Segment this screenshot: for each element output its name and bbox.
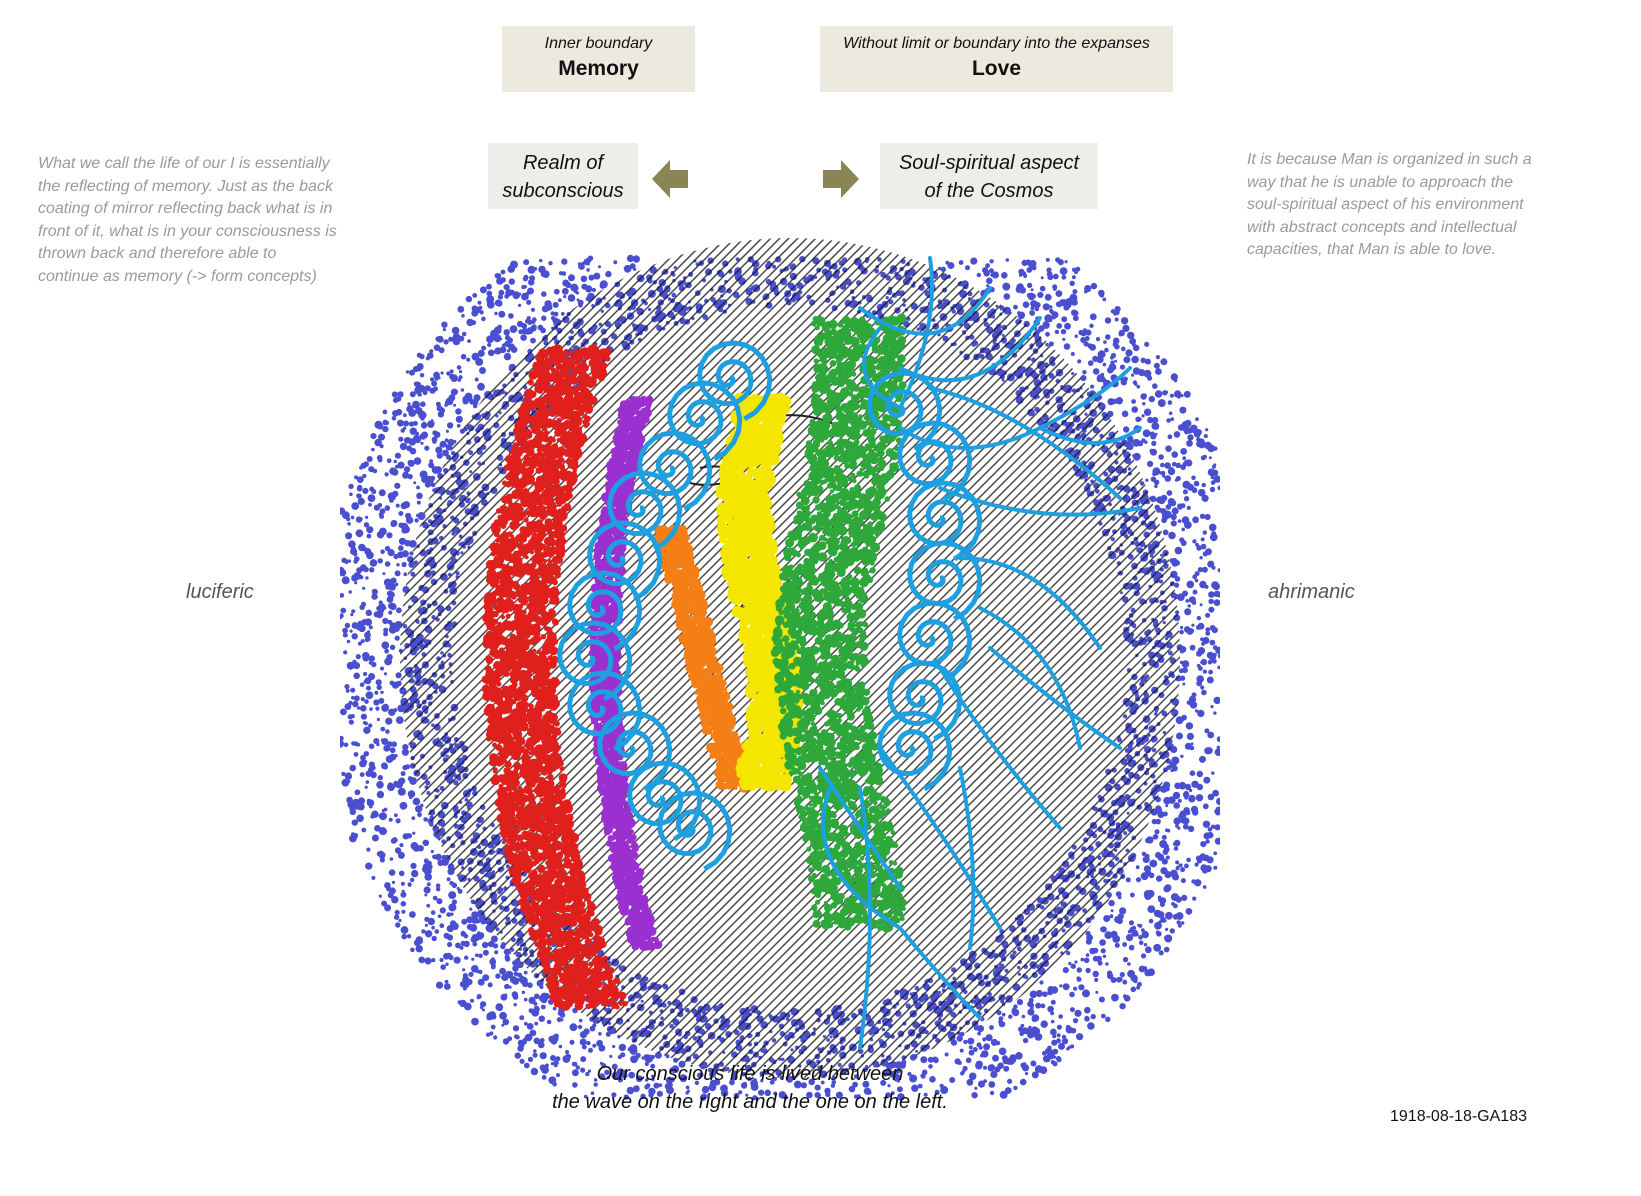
drawing — [340, 238, 1220, 1101]
left-note-line: the reflecting of memory. Just as the ba… — [38, 177, 333, 195]
right-side-note: It is because Man is organized in such a… — [1247, 149, 1577, 262]
subconscious-line1: Realm of — [522, 152, 604, 174]
left-note-line: coating of mirror reflecting back what i… — [38, 200, 333, 217]
cosmos-line1: Soul-spiritual aspect — [898, 152, 1080, 174]
caption: Our conscious life is lived between the … — [500, 1060, 1000, 1116]
love-box: Without limit or boundary into the expan… — [820, 26, 1173, 92]
memory-subtitle: Inner boundary — [544, 35, 653, 52]
right-note-line: capacities, that Man is able to love. — [1247, 241, 1497, 258]
right-note-line: soul-spiritual aspect of his environment — [1247, 196, 1524, 213]
arrow-right-icon — [823, 160, 859, 198]
caption-line2: the wave on the right and the one on the… — [552, 1091, 948, 1113]
love-subtitle: Without limit or boundary into the expan… — [843, 35, 1150, 52]
right-note-line: with abstract concepts and intellectual — [1247, 218, 1517, 236]
ahrimanic-label: ahrimanic — [1268, 581, 1355, 603]
memory-box: Inner boundary Memory — [502, 26, 695, 92]
left-side-note: What we call the life of our I is essent… — [38, 153, 368, 288]
cosmos-line2: of the Cosmos — [924, 180, 1054, 202]
cosmos-box: Soul-spiritual aspect of the Cosmos — [880, 143, 1098, 209]
left-note-line: thrown back and therefore able to — [38, 245, 277, 262]
cyan-lines — [818, 256, 1142, 1050]
left-note-line: What we call the life of our I is essent… — [38, 155, 330, 172]
left-note-line: front of it, what is in your consciousne… — [38, 222, 337, 240]
love-title: Love — [971, 57, 1021, 80]
red-wave — [481, 344, 628, 1011]
caption-line1: Our conscious life is lived between — [596, 1063, 904, 1085]
subconscious-box: Realm of subconscious — [488, 143, 638, 209]
subconscious-line2: subconscious — [502, 180, 624, 202]
luciferic-label: luciferic — [186, 581, 254, 603]
reference-code: 1918-08-18-GA183 — [1390, 1108, 1527, 1125]
left-note-line: continue as memory (-> form concepts) — [38, 267, 317, 285]
right-note-line: It is because Man is organized in such a — [1247, 151, 1532, 168]
arrow-left-icon — [652, 160, 688, 198]
memory-title: Memory — [558, 57, 639, 80]
right-note-line: way that he is unable to approach the — [1247, 173, 1513, 191]
